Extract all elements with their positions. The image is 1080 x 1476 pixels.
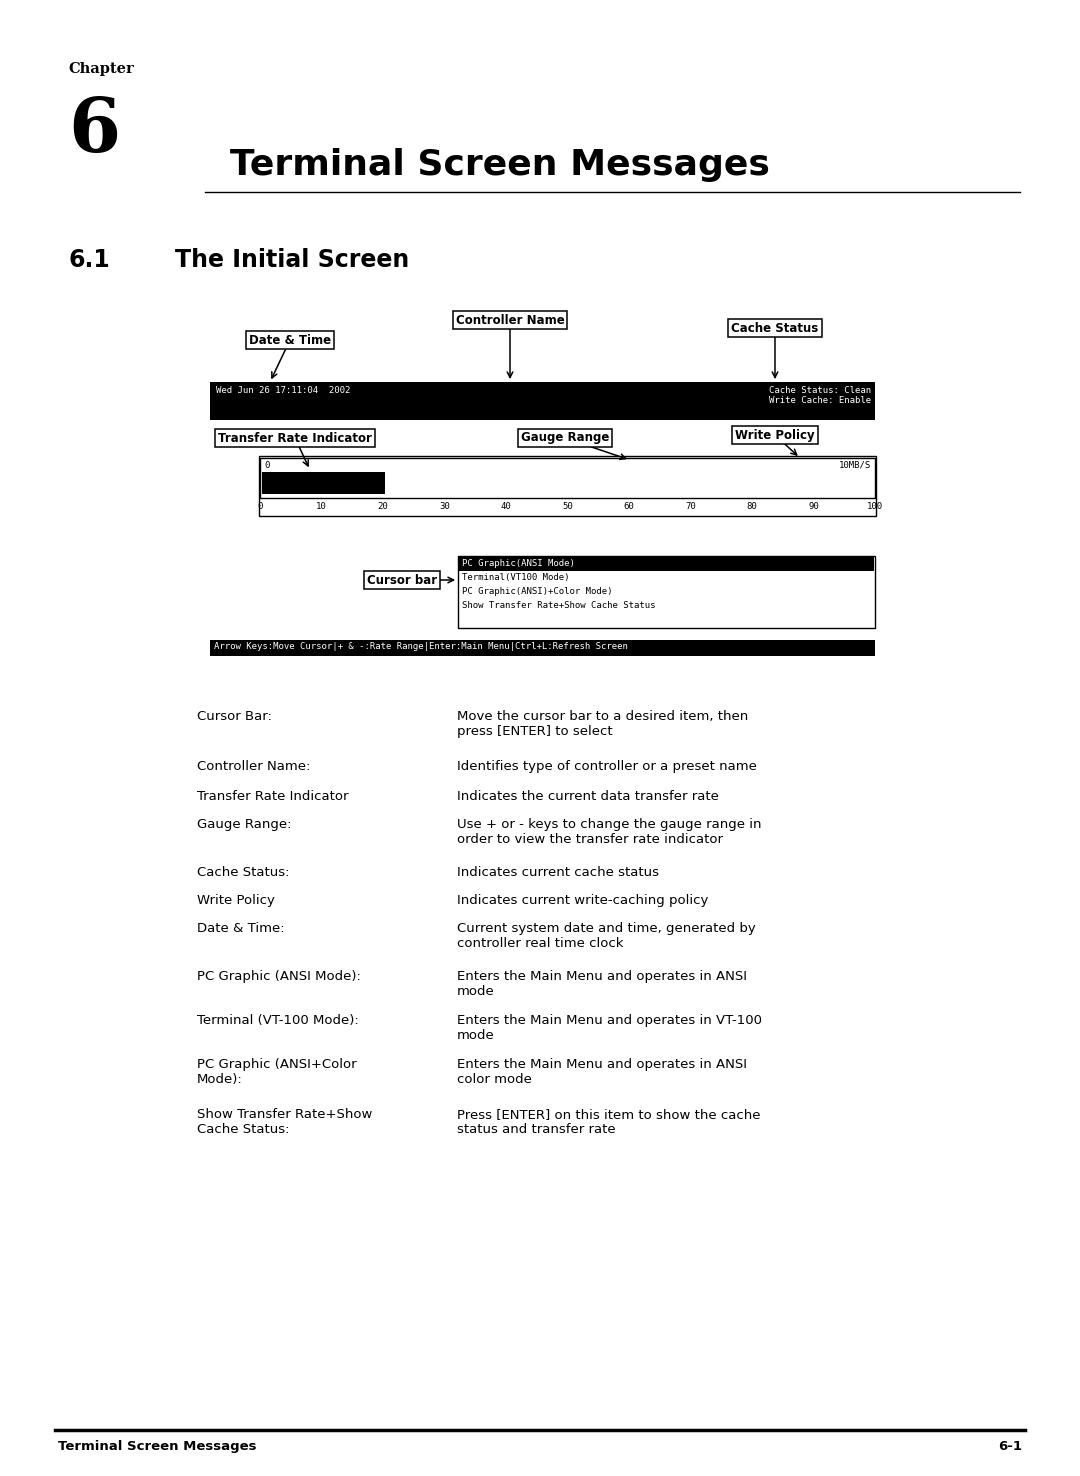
Text: PC Graphic(ANSI)+Color Mode): PC Graphic(ANSI)+Color Mode)	[462, 587, 612, 596]
Text: Arrow Keys:Move Cursor|+ & -:Rate Range|Enter:Main Menu|Ctrl+L:Refresh Screen: Arrow Keys:Move Cursor|+ & -:Rate Range|…	[214, 642, 627, 651]
Text: 100: 100	[867, 502, 883, 511]
Text: Show Transfer Rate+Show
Cache Status:: Show Transfer Rate+Show Cache Status:	[197, 1108, 373, 1137]
Text: Write Policy: Write Policy	[197, 894, 275, 906]
Text: 40: 40	[501, 502, 511, 511]
Text: Terminal (VT-100 Mode):: Terminal (VT-100 Mode):	[197, 1014, 359, 1027]
Text: 0: 0	[257, 502, 262, 511]
Text: 0: 0	[264, 461, 269, 469]
Text: Cache Status: Clean
Write Cache: Enable: Cache Status: Clean Write Cache: Enable	[769, 387, 870, 406]
Text: PC Graphic(ANSI Mode): PC Graphic(ANSI Mode)	[462, 559, 575, 568]
Text: Indicates the current data transfer rate: Indicates the current data transfer rate	[457, 790, 719, 803]
Text: 50: 50	[562, 502, 572, 511]
Text: PC Graphic (ANSI Mode):: PC Graphic (ANSI Mode):	[197, 970, 361, 983]
Text: Indicates current write-caching policy: Indicates current write-caching policy	[457, 894, 708, 906]
Bar	[458, 556, 875, 627]
Text: Terminal Screen Messages: Terminal Screen Messages	[230, 148, 770, 182]
Text: Enters the Main Menu and operates in ANSI
mode: Enters the Main Menu and operates in ANS…	[457, 970, 747, 998]
Text: Indicates current cache status: Indicates current cache status	[457, 866, 659, 880]
Text: Cache Status:: Cache Status:	[197, 866, 289, 880]
Text: 30: 30	[440, 502, 450, 511]
Text: Date & Time:: Date & Time:	[197, 922, 285, 934]
Text: Use + or - keys to change the gauge range in
order to view the transfer rate ind: Use + or - keys to change the gauge rang…	[457, 818, 761, 846]
Text: Controller Name: Controller Name	[456, 313, 565, 326]
Text: 90: 90	[808, 502, 819, 511]
Text: 6-1: 6-1	[998, 1441, 1022, 1452]
Bar	[210, 382, 875, 421]
Text: Cursor bar: Cursor bar	[367, 574, 437, 586]
Text: Enters the Main Menu and operates in ANSI
color mode: Enters the Main Menu and operates in ANS…	[457, 1058, 747, 1086]
Text: 20: 20	[378, 502, 389, 511]
Text: Transfer Rate Indicator: Transfer Rate Indicator	[218, 431, 372, 444]
Bar	[262, 472, 384, 494]
Text: Chapter: Chapter	[68, 62, 134, 75]
Bar	[259, 456, 876, 517]
Text: Date & Time: Date & Time	[248, 334, 332, 347]
Text: Controller Name:: Controller Name:	[197, 760, 310, 773]
Text: Move the cursor bar to a desired item, then
press [ENTER] to select: Move the cursor bar to a desired item, t…	[457, 710, 748, 738]
Bar	[459, 556, 874, 571]
Text: 60: 60	[623, 502, 634, 511]
Text: PC Graphic (ANSI+Color
Mode):: PC Graphic (ANSI+Color Mode):	[197, 1058, 356, 1086]
Text: Transfer Rate Indicator: Transfer Rate Indicator	[197, 790, 349, 803]
Bar	[260, 458, 875, 497]
Text: Cache Status: Cache Status	[731, 322, 819, 335]
Text: Cursor Bar:: Cursor Bar:	[197, 710, 272, 723]
Text: Terminal Screen Messages: Terminal Screen Messages	[58, 1441, 257, 1452]
Text: Enters the Main Menu and operates in VT-100
mode: Enters the Main Menu and operates in VT-…	[457, 1014, 762, 1042]
Text: Gauge Range:: Gauge Range:	[197, 818, 292, 831]
Text: Current system date and time, generated by
controller real time clock: Current system date and time, generated …	[457, 922, 756, 951]
Text: 6: 6	[68, 94, 120, 168]
Text: Show Transfer Rate+Show Cache Status: Show Transfer Rate+Show Cache Status	[462, 601, 656, 610]
Text: 10: 10	[316, 502, 327, 511]
Text: The Initial Screen: The Initial Screen	[175, 248, 409, 272]
Text: Wed Jun 26 17:11:04  2002: Wed Jun 26 17:11:04 2002	[216, 387, 350, 396]
Text: Identifies type of controller or a preset name: Identifies type of controller or a prese…	[457, 760, 757, 773]
Text: 70: 70	[685, 502, 696, 511]
Text: Gauge Range: Gauge Range	[521, 431, 609, 444]
Text: 80: 80	[746, 502, 757, 511]
Text: Write Policy: Write Policy	[735, 428, 814, 441]
Text: 6.1: 6.1	[68, 248, 110, 272]
Bar	[210, 641, 875, 655]
Text: Terminal(VT100 Mode): Terminal(VT100 Mode)	[462, 573, 569, 582]
Text: Press [ENTER] on this item to show the cache
status and transfer rate: Press [ENTER] on this item to show the c…	[457, 1108, 760, 1137]
Text: 10MB/S: 10MB/S	[839, 461, 870, 469]
